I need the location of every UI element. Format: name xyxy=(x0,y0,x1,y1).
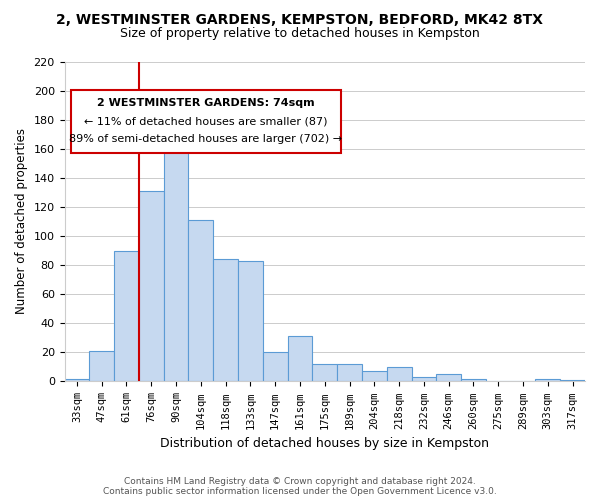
Bar xyxy=(560,380,585,382)
Text: Size of property relative to detached houses in Kempston: Size of property relative to detached ho… xyxy=(120,28,480,40)
Bar xyxy=(337,364,362,382)
Bar xyxy=(436,374,461,382)
Text: ← 11% of detached houses are smaller (87): ← 11% of detached houses are smaller (87… xyxy=(84,116,327,126)
Text: Contains public sector information licensed under the Open Government Licence v3: Contains public sector information licen… xyxy=(103,487,497,496)
Bar xyxy=(412,377,436,382)
Bar xyxy=(164,133,188,382)
Text: 2 WESTMINSTER GARDENS: 74sqm: 2 WESTMINSTER GARDENS: 74sqm xyxy=(97,98,314,108)
X-axis label: Distribution of detached houses by size in Kempston: Distribution of detached houses by size … xyxy=(160,437,489,450)
Text: Contains HM Land Registry data © Crown copyright and database right 2024.: Contains HM Land Registry data © Crown c… xyxy=(124,477,476,486)
Bar xyxy=(213,260,238,382)
Bar xyxy=(89,351,114,382)
Bar xyxy=(535,378,560,382)
Bar xyxy=(65,378,89,382)
Y-axis label: Number of detached properties: Number of detached properties xyxy=(15,128,28,314)
Bar xyxy=(362,372,387,382)
Bar xyxy=(263,352,287,382)
Bar xyxy=(313,364,337,382)
Text: 2, WESTMINSTER GARDENS, KEMPSTON, BEDFORD, MK42 8TX: 2, WESTMINSTER GARDENS, KEMPSTON, BEDFOR… xyxy=(56,12,544,26)
Bar xyxy=(287,336,313,382)
Bar xyxy=(139,191,164,382)
Bar xyxy=(461,378,486,382)
Bar xyxy=(114,250,139,382)
Text: 89% of semi-detached houses are larger (702) →: 89% of semi-detached houses are larger (… xyxy=(69,134,342,144)
Bar xyxy=(238,260,263,382)
Bar xyxy=(188,220,213,382)
Bar xyxy=(387,367,412,382)
